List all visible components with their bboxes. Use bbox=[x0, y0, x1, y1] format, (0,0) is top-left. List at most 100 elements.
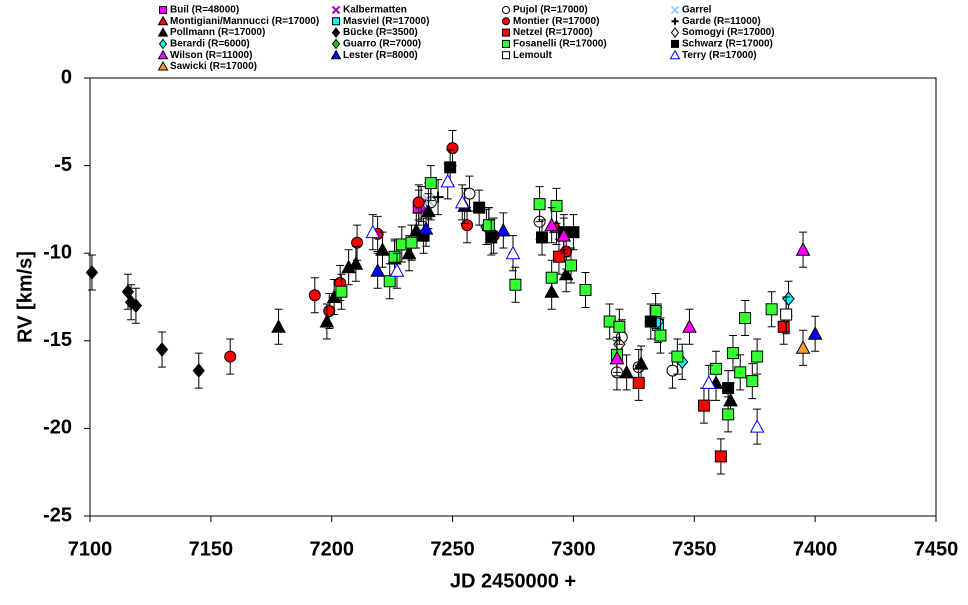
data-point bbox=[765, 303, 778, 316]
data-point bbox=[739, 312, 752, 325]
data-point bbox=[505, 245, 521, 260]
legend-label: Montier (R=17000) bbox=[513, 16, 599, 27]
legend-marker bbox=[502, 6, 510, 14]
legend-marker bbox=[330, 49, 342, 60]
data-point bbox=[473, 201, 486, 214]
y-axis-label: RV [km/s] bbox=[14, 251, 36, 343]
legend-label: Berardi (R=6000) bbox=[170, 39, 250, 50]
legend-label: Schwarz (R=17000) bbox=[682, 39, 773, 50]
legend-marker bbox=[157, 60, 169, 71]
data-point bbox=[777, 320, 790, 333]
legend-label: Wilson (R=11000) bbox=[170, 50, 252, 61]
legend-label: Lemoult bbox=[513, 50, 553, 61]
data-point bbox=[405, 236, 418, 249]
legend-label: Fosanelli (R=17000) bbox=[513, 39, 607, 50]
x-axis-label: JD 2450000 + bbox=[450, 570, 576, 592]
legend-label: Garde (R=11000) bbox=[682, 16, 761, 27]
data-point bbox=[536, 231, 549, 244]
legend-marker bbox=[671, 17, 679, 25]
legend-marker bbox=[670, 27, 680, 38]
data-point bbox=[495, 222, 511, 237]
x-tick-label: 7450 bbox=[914, 538, 959, 560]
legend-label: Pujol (R=17000) bbox=[513, 5, 588, 16]
legend-label: Terry (R=17000) bbox=[682, 50, 757, 61]
data-point bbox=[485, 231, 498, 244]
data-point bbox=[619, 364, 634, 379]
data-point bbox=[348, 256, 364, 270]
data-point bbox=[509, 278, 522, 291]
x-tick-label: 7400 bbox=[793, 538, 838, 560]
legend-marker bbox=[159, 6, 167, 14]
y-tick-label: 0 bbox=[61, 66, 72, 88]
data-point bbox=[418, 221, 434, 235]
data-point bbox=[579, 283, 592, 296]
legend-label: Masviel (R=17000) bbox=[343, 16, 429, 27]
legend-marker bbox=[502, 39, 510, 48]
data-point bbox=[482, 219, 495, 232]
data-point bbox=[533, 198, 546, 211]
data-point bbox=[654, 329, 667, 342]
data-point bbox=[666, 364, 679, 377]
legend-marker bbox=[502, 51, 510, 60]
data-point bbox=[192, 363, 205, 378]
data-point bbox=[723, 392, 738, 407]
legend-label: Sawicki (R=17000) bbox=[170, 61, 257, 72]
legend-marker bbox=[331, 27, 341, 38]
y-tick-label: -10 bbox=[43, 241, 72, 263]
data-point bbox=[613, 320, 626, 333]
data-point bbox=[649, 305, 662, 318]
legend-marker bbox=[332, 17, 340, 26]
data-point bbox=[710, 362, 723, 375]
data-point bbox=[319, 313, 335, 328]
data-point bbox=[644, 315, 657, 328]
data-point bbox=[365, 224, 381, 239]
data-point bbox=[807, 326, 823, 340]
data-point bbox=[565, 259, 578, 272]
data-point bbox=[746, 375, 759, 388]
y-tick-label: -5 bbox=[54, 154, 72, 176]
legend-label: Kalbermatten bbox=[343, 5, 407, 16]
legend-marker bbox=[331, 38, 341, 50]
data-point bbox=[567, 226, 580, 239]
legend-marker bbox=[157, 15, 169, 26]
data-point bbox=[782, 291, 795, 307]
data-point bbox=[751, 350, 764, 363]
x-tick-label: 7350 bbox=[672, 538, 717, 560]
legend-marker bbox=[158, 38, 168, 50]
data-point bbox=[545, 271, 558, 284]
data-point bbox=[424, 177, 437, 190]
legend-marker bbox=[157, 49, 169, 60]
data-point bbox=[726, 347, 739, 360]
legend-label: Garrel bbox=[682, 5, 712, 16]
data-point bbox=[463, 187, 476, 200]
data-point bbox=[714, 450, 727, 463]
data-point bbox=[795, 340, 811, 354]
data-point bbox=[446, 142, 459, 155]
legend-marker bbox=[157, 27, 169, 37]
data-point bbox=[461, 219, 474, 232]
data-point bbox=[370, 263, 385, 277]
data-point bbox=[271, 319, 286, 333]
data-point bbox=[633, 356, 649, 370]
data-point bbox=[558, 266, 574, 281]
x-tick-label: 7200 bbox=[309, 538, 354, 560]
data-point bbox=[556, 228, 572, 242]
data-point bbox=[544, 217, 560, 232]
data-point bbox=[351, 236, 364, 249]
data-point bbox=[701, 375, 717, 389]
data-point bbox=[734, 366, 747, 379]
y-tick-label: -20 bbox=[43, 417, 72, 439]
data-point bbox=[697, 399, 710, 412]
legend-label: Lester (R=8000) bbox=[343, 50, 418, 61]
data-point bbox=[335, 285, 348, 298]
data-point bbox=[632, 376, 645, 389]
data-point bbox=[412, 196, 425, 209]
data-point bbox=[682, 319, 697, 333]
legend-label: Somogyi (R=17000) bbox=[682, 27, 775, 38]
y-tick-label: -25 bbox=[43, 504, 72, 526]
data-point bbox=[722, 408, 735, 421]
data-point bbox=[444, 161, 457, 174]
data-point bbox=[780, 308, 793, 321]
data-point bbox=[85, 265, 99, 280]
